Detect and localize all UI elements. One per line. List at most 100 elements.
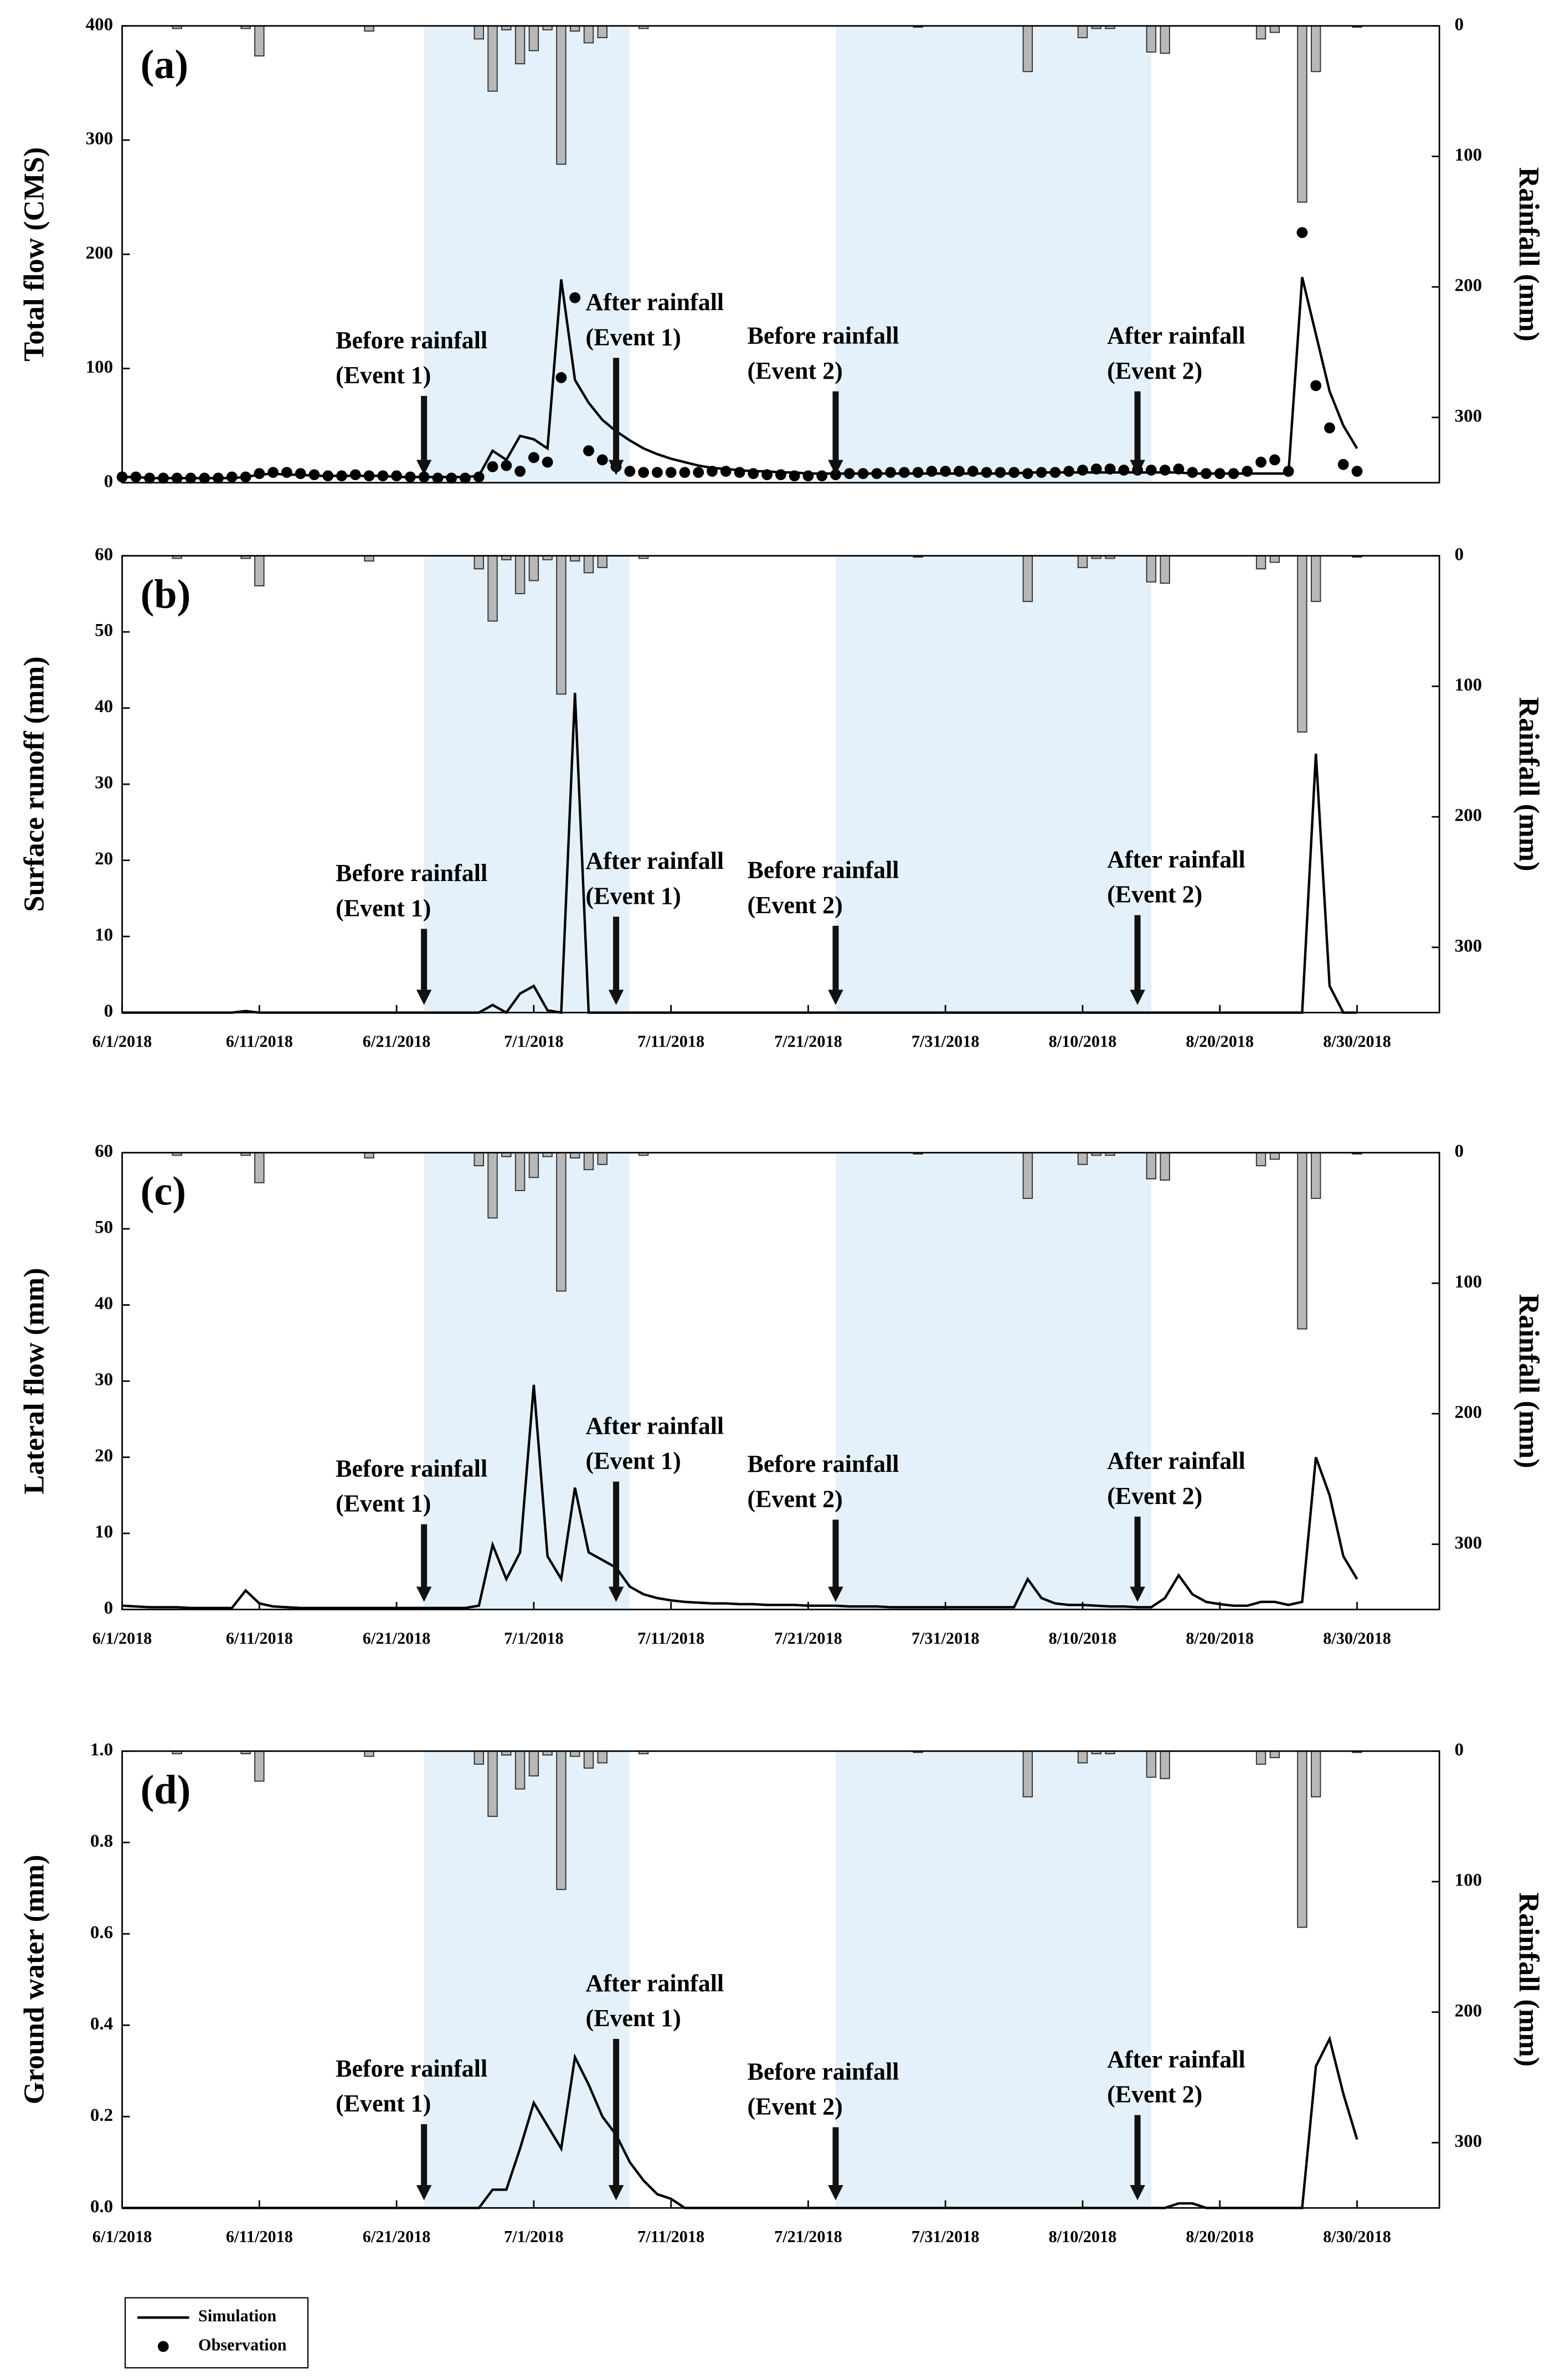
rainfall-bar xyxy=(487,25,498,92)
x-tick-label: 6/1/2018 xyxy=(92,2227,152,2246)
rainfall-bar xyxy=(1310,1152,1321,1199)
annotation-text: After rainfall xyxy=(586,289,724,316)
x-tick-label: 6/21/2018 xyxy=(363,2227,431,2246)
rainfall-bar xyxy=(528,1152,539,1178)
y-tick-label: 30 xyxy=(95,1370,113,1390)
rainfall-bar xyxy=(583,555,594,574)
shaded-period xyxy=(424,555,630,1013)
annotation-arrowhead xyxy=(416,460,432,475)
y-tick-label: 60 xyxy=(95,544,113,564)
annotation-text: (Event 2) xyxy=(1107,2081,1202,2108)
rainfall-bar xyxy=(514,555,526,595)
rainfall-bar xyxy=(1297,25,1307,203)
observation-point xyxy=(308,469,320,481)
rainfall-bar xyxy=(570,1152,580,1159)
annotation-text: Before rainfall xyxy=(336,859,487,887)
y-tick-label: 20 xyxy=(95,849,113,869)
observation-point xyxy=(1351,466,1363,477)
y-tick-label: 0.4 xyxy=(90,2014,113,2034)
annotation-text: After rainfall xyxy=(586,847,724,874)
observation-point xyxy=(199,472,210,484)
observation-point xyxy=(1022,468,1033,480)
y-tick-label: 50 xyxy=(95,621,113,641)
observation-point xyxy=(1201,468,1212,480)
observation-point xyxy=(761,469,773,481)
observation-point xyxy=(569,292,581,303)
observation-point xyxy=(1324,422,1335,434)
y2-tick-label: 300 xyxy=(1455,2131,1482,2151)
annotation-text: Before rainfall xyxy=(747,1450,899,1477)
rainfall-bar xyxy=(1297,555,1307,733)
observation-point xyxy=(460,472,471,484)
rainfall-bar xyxy=(570,1750,580,1757)
shaded-period xyxy=(835,25,1151,483)
rainfall-bar xyxy=(528,25,539,51)
y2-tick-label: 200 xyxy=(1455,276,1482,296)
y-tick-label: 200 xyxy=(86,243,113,263)
observation-point xyxy=(130,471,142,483)
observation-point xyxy=(940,466,951,477)
annotation-text: (Event 2) xyxy=(747,1485,842,1512)
annotation-text: (Event 1) xyxy=(586,323,681,351)
rainfall-bar xyxy=(1255,1750,1266,1765)
annotation-text: (Event 2) xyxy=(1107,357,1202,384)
panel-label: (d) xyxy=(141,1767,191,1812)
annotation-arrowhead xyxy=(828,2185,843,2201)
y-tick-label: 40 xyxy=(95,697,113,717)
annotation-text: Before rainfall xyxy=(747,857,899,884)
observation-point xyxy=(624,466,636,477)
x-tick-label: 8/30/2018 xyxy=(1323,1032,1391,1051)
observation-point xyxy=(528,452,539,463)
y2-axis-title: Rainfall (mm) xyxy=(1513,1294,1545,1469)
y2-tick-label: 0 xyxy=(1455,544,1464,564)
simulation-line xyxy=(122,1384,1358,1610)
rainfall-bar xyxy=(570,555,580,562)
observation-point xyxy=(651,467,663,478)
observation-point xyxy=(336,470,347,482)
observation-point xyxy=(720,466,732,477)
observation-point xyxy=(377,470,389,482)
observation-point xyxy=(1187,467,1198,478)
y2-tick-label: 100 xyxy=(1455,1871,1482,1890)
x-tick-label: 6/11/2018 xyxy=(226,1629,293,1648)
rainfall-bar xyxy=(473,1152,484,1167)
observation-point xyxy=(926,466,938,477)
observation-point xyxy=(171,472,183,484)
x-tick-label: 8/20/2018 xyxy=(1186,2227,1254,2246)
annotation-text: (Event 2) xyxy=(1107,881,1202,908)
y-tick-label: 0.8 xyxy=(90,1831,113,1851)
rainfall-bar xyxy=(556,1152,567,1292)
annotation-arrowhead xyxy=(416,2185,432,2201)
rainfall-bar xyxy=(1160,1152,1170,1181)
annotation-text: (Event 2) xyxy=(747,892,842,919)
annotation-text: (Event 2) xyxy=(747,2093,842,2120)
annotation-arrowhead xyxy=(608,1586,624,1602)
rainfall-bar xyxy=(597,1750,607,1764)
legend-box xyxy=(124,2297,309,2369)
y-tick-label: 50 xyxy=(95,1218,113,1238)
y2-tick-label: 200 xyxy=(1455,2001,1482,2021)
observation-point xyxy=(514,466,526,477)
rainfall-bar xyxy=(597,25,607,38)
rainfall-bar xyxy=(254,1152,265,1183)
rainfall-bar xyxy=(1269,1750,1280,1759)
legend-label: Simulation xyxy=(198,2306,276,2325)
rainfall-bar xyxy=(570,25,580,32)
rainfall-bar xyxy=(1310,25,1321,73)
x-tick-label: 7/11/2018 xyxy=(637,1629,704,1648)
observation-point xyxy=(665,467,677,478)
annotation-text: (Event 1) xyxy=(586,2005,681,2032)
y2-tick-label: 100 xyxy=(1455,145,1482,165)
observation-point xyxy=(583,445,594,456)
plot-frame xyxy=(121,25,1440,484)
observation-point xyxy=(1090,463,1102,475)
shaded-period xyxy=(835,1751,1151,2208)
observation-point xyxy=(816,470,828,482)
observation-point xyxy=(418,471,430,483)
observation-point xyxy=(267,467,279,478)
annotation-arrowhead xyxy=(416,990,432,1005)
annotation-arrowhead xyxy=(608,990,624,1005)
annotation-arrowhead xyxy=(416,1586,432,1602)
observation-point xyxy=(885,467,896,478)
observation-point xyxy=(1036,467,1047,478)
